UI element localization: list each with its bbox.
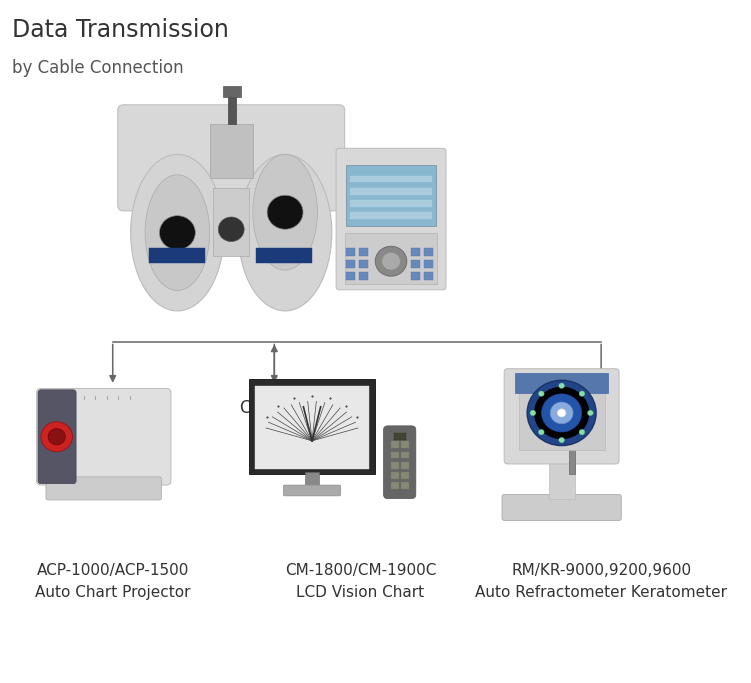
Bar	[255, 386, 369, 469]
FancyBboxPatch shape	[283, 485, 341, 496]
Bar	[359, 272, 369, 280]
Bar	[402, 472, 409, 479]
Text: CM-1800/CM-1900C
LCD Vision Chart: CM-1800/CM-1900C LCD Vision Chart	[285, 563, 436, 600]
Circle shape	[579, 391, 585, 396]
Bar	[359, 260, 369, 268]
Bar	[402, 451, 409, 458]
Circle shape	[527, 380, 596, 445]
Bar	[402, 482, 409, 489]
Bar	[346, 248, 355, 256]
Bar	[228, 93, 237, 124]
Bar	[411, 272, 420, 280]
Circle shape	[541, 394, 582, 432]
Bar	[424, 272, 433, 280]
Bar	[402, 441, 409, 448]
Circle shape	[557, 409, 566, 417]
Bar	[391, 482, 399, 489]
Ellipse shape	[253, 154, 318, 270]
Circle shape	[538, 391, 544, 396]
Bar	[350, 212, 433, 219]
Text: ACP-1000/ACP-1500
Auto Chart Projector: ACP-1000/ACP-1500 Auto Chart Projector	[35, 563, 191, 600]
Circle shape	[559, 437, 565, 443]
Circle shape	[267, 195, 303, 229]
Circle shape	[587, 410, 593, 416]
FancyBboxPatch shape	[336, 148, 446, 290]
Circle shape	[382, 253, 400, 270]
Circle shape	[376, 247, 407, 276]
Ellipse shape	[238, 154, 332, 311]
Bar	[213, 189, 249, 257]
Circle shape	[550, 402, 573, 424]
Bar	[210, 124, 253, 178]
Circle shape	[48, 428, 65, 445]
Circle shape	[579, 430, 585, 435]
FancyBboxPatch shape	[504, 369, 619, 464]
Bar	[222, 87, 240, 96]
Text: RM/KR-9000,9200,9600
Auto Refractometer Keratometer: RM/KR-9000,9200,9600 Auto Refractometer …	[475, 563, 727, 600]
Circle shape	[219, 217, 244, 242]
FancyBboxPatch shape	[46, 477, 161, 500]
Bar	[515, 374, 608, 393]
Circle shape	[530, 410, 535, 416]
Text: Data Transmission: Data Transmission	[12, 18, 229, 42]
Text: CV-7200: CV-7200	[240, 400, 309, 417]
Bar	[391, 451, 399, 458]
Bar	[391, 472, 399, 479]
Bar	[391, 462, 399, 469]
Bar	[402, 462, 409, 469]
Bar	[549, 458, 575, 499]
Bar	[411, 248, 420, 256]
Circle shape	[534, 387, 589, 438]
Ellipse shape	[145, 175, 210, 290]
Bar	[249, 379, 375, 474]
Circle shape	[559, 383, 565, 389]
Bar	[411, 260, 420, 268]
Bar	[256, 249, 312, 263]
Circle shape	[538, 430, 544, 435]
Bar	[518, 379, 605, 450]
FancyBboxPatch shape	[37, 389, 171, 485]
FancyBboxPatch shape	[502, 494, 621, 520]
Bar	[391, 441, 399, 448]
Bar	[305, 472, 319, 489]
Circle shape	[566, 425, 584, 441]
Bar	[424, 260, 433, 268]
Bar	[346, 272, 355, 280]
Bar	[569, 433, 575, 474]
Text: by Cable Connection: by Cable Connection	[12, 59, 184, 77]
Bar	[345, 233, 437, 283]
Bar	[350, 200, 433, 207]
Ellipse shape	[131, 154, 224, 311]
FancyBboxPatch shape	[384, 426, 416, 499]
Bar	[424, 248, 433, 256]
FancyBboxPatch shape	[118, 104, 345, 211]
Bar	[350, 176, 433, 182]
Bar	[149, 249, 205, 263]
Bar	[346, 260, 355, 268]
Circle shape	[41, 422, 73, 451]
Bar	[394, 433, 406, 440]
Circle shape	[159, 216, 195, 250]
Bar	[350, 188, 433, 195]
Bar	[346, 165, 436, 226]
Bar	[359, 248, 369, 256]
FancyBboxPatch shape	[38, 390, 76, 484]
